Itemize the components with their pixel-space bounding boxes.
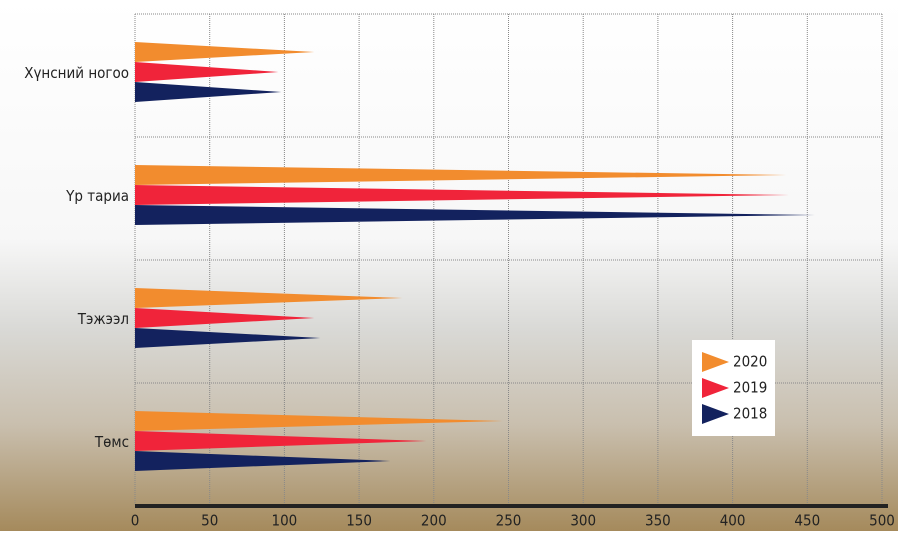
legend-label: 2019 bbox=[733, 379, 767, 397]
x-tick-label: 300 bbox=[570, 512, 596, 530]
bar bbox=[135, 205, 815, 225]
legend-marker bbox=[702, 352, 729, 372]
bar bbox=[135, 431, 427, 451]
bar bbox=[135, 165, 787, 185]
y-tick-label: Тэжээл bbox=[77, 310, 129, 328]
legend-label: 2018 bbox=[733, 405, 767, 423]
bar bbox=[135, 288, 403, 308]
x-tick-label: 200 bbox=[421, 512, 447, 530]
bar bbox=[135, 185, 790, 205]
bar bbox=[135, 82, 282, 102]
x-tick-label: 100 bbox=[272, 512, 298, 530]
bar bbox=[135, 62, 279, 82]
y-tick-label: Үр тариа bbox=[65, 187, 129, 205]
x-tick-label: 450 bbox=[794, 512, 820, 530]
x-tick-label: 250 bbox=[496, 512, 522, 530]
y-tick-label: Хүнсний ногоо bbox=[24, 64, 129, 82]
y-tick-label: Төмс bbox=[94, 433, 129, 451]
bar bbox=[135, 411, 503, 431]
x-tick-label: 400 bbox=[720, 512, 746, 530]
bar bbox=[135, 308, 315, 328]
x-tick-label: 500 bbox=[869, 512, 895, 530]
bar bbox=[135, 42, 315, 62]
bar bbox=[135, 451, 391, 471]
x-tick-label: 350 bbox=[645, 512, 671, 530]
legend-marker bbox=[702, 378, 729, 398]
legend-marker bbox=[702, 404, 729, 424]
legend-label: 2020 bbox=[733, 353, 767, 371]
x-tick-label: 150 bbox=[346, 512, 372, 530]
x-tick-label: 50 bbox=[201, 512, 218, 530]
bar bbox=[135, 328, 321, 348]
x-tick-label: 0 bbox=[131, 512, 140, 530]
